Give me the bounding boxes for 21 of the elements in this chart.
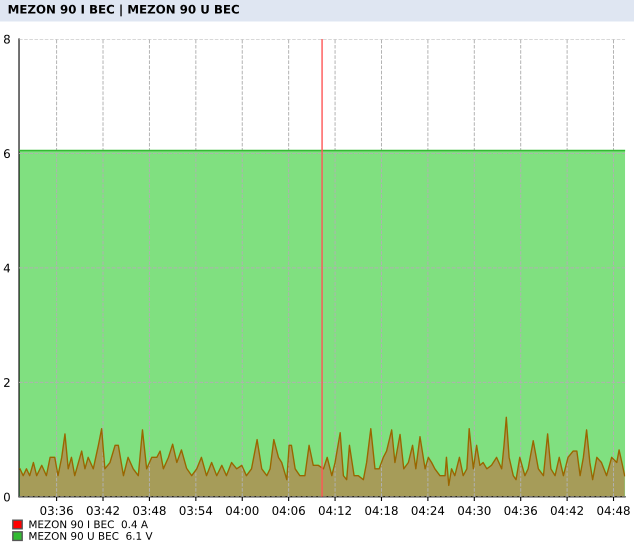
x-tick-label: 04:06 (272, 506, 305, 516)
y-tick-label: 0 (4, 492, 10, 502)
x-tick-label: 03:42 (86, 506, 119, 516)
y-tick-label: 4 (4, 264, 10, 272)
x-tick-label: 03:36 (40, 506, 73, 516)
x-tick-label: 04:18 (365, 506, 398, 516)
y-tick-label: 2 (4, 378, 10, 387)
x-tick-label: 04:00 (226, 506, 258, 516)
x-tick-label: 04:24 (412, 506, 444, 516)
x-tick-label: 04:30 (458, 506, 491, 516)
x-tick-label: 04:42 (550, 506, 583, 516)
x-tick-label: 03:48 (133, 506, 166, 516)
x-tick-label: 04:12 (318, 506, 351, 516)
legend-label: MEZON 90 I BEC 0.4 A (29, 520, 148, 528)
x-tick-label: 04:48 (597, 506, 630, 516)
x-tick-label: 03:54 (180, 506, 212, 516)
y-tick-label: 8 (4, 34, 10, 44)
legend-label: MEZON 90 U BEC 6.1 V (29, 532, 152, 540)
x-tick-label: 04:36 (504, 506, 537, 516)
y-tick-label: 6 (4, 149, 10, 158)
chart-title: MEZON 90 I BEC | MEZON 90 U BEC (8, 4, 239, 16)
